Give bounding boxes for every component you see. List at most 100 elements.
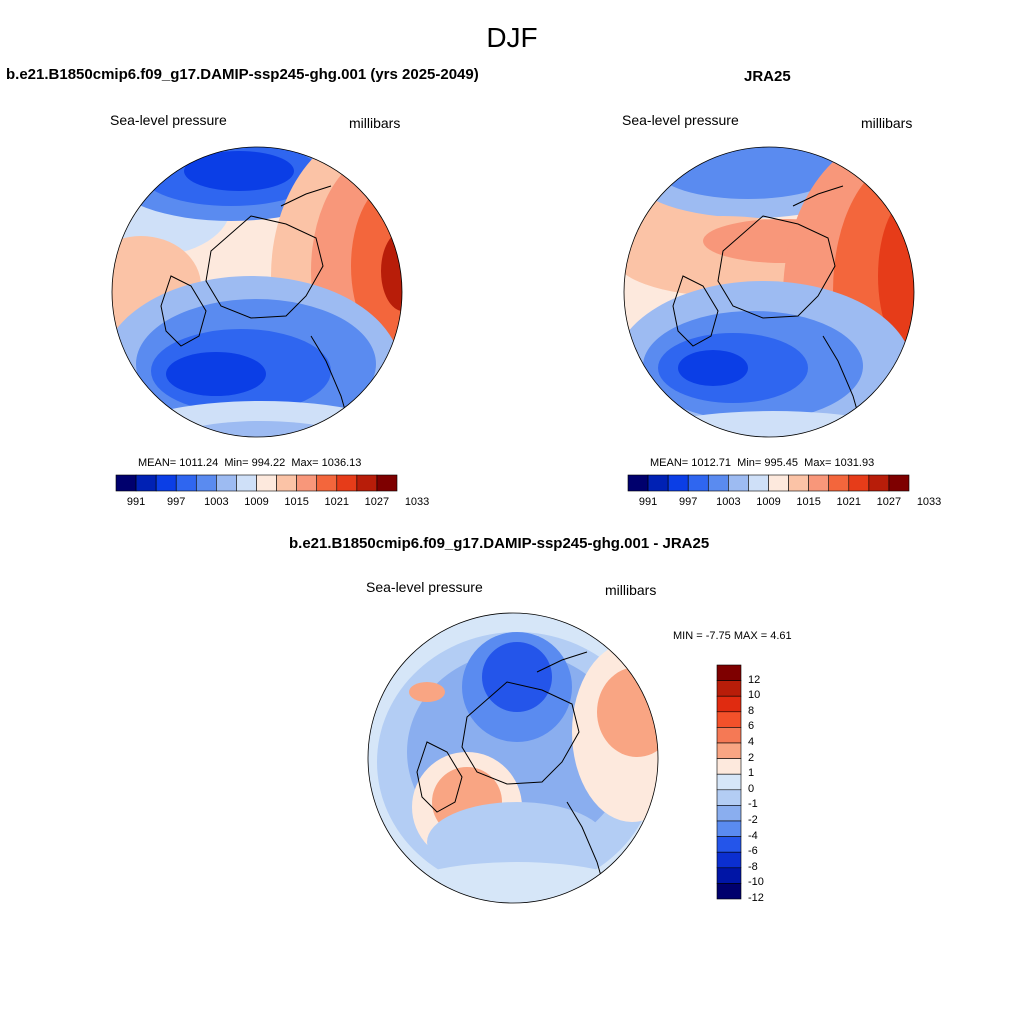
- panel3-variable-label: Sea-level pressure: [366, 579, 483, 595]
- panel3-title: b.e21.B1850cmip6.f09_g17.DAMIP-ssp245-gh…: [289, 535, 710, 552]
- panel2-units-label: millibars: [861, 115, 913, 131]
- panel2-colorbar-box: [667, 474, 689, 492]
- panel2-colorbar-box: [647, 474, 669, 492]
- panel3-colorbar-box: [716, 742, 742, 759]
- panel1-colorbar-tick-label: 1021: [324, 496, 350, 508]
- panel3-colorbar-tick-label: -1: [748, 798, 758, 811]
- panel3-colorbar-tick-label: -12: [748, 892, 764, 904]
- panel1-colorbar-tick-label: 997: [167, 496, 186, 508]
- panel1-max-label: Max=: [291, 457, 319, 469]
- panel1-colorbar-box: [135, 474, 157, 492]
- panel3-colorbar-tick-label: -2: [748, 814, 758, 826]
- panel2-colorbar-box: [828, 474, 850, 492]
- panel2-colorbar: [627, 474, 910, 492]
- panel1-min-label: Min=: [224, 457, 249, 469]
- panel2-colorbar-box: [728, 474, 749, 492]
- panel1-mean-value: 1011.24: [179, 457, 219, 469]
- panel3-colorbar-box: [716, 883, 742, 900]
- panel3-colorbar-tick-label: 8: [748, 704, 755, 717]
- panel3-colorbar-box: [716, 805, 742, 822]
- panel1-colorbar-box: [216, 474, 237, 492]
- panel1-colorbar-tick-label: 1009: [244, 496, 269, 508]
- panel2-colorbar-box: [808, 474, 830, 492]
- panel3-colorbar-tick-label: -4: [748, 829, 758, 842]
- main-title: DJF: [486, 22, 538, 53]
- panel2-colorbar-box: [748, 474, 769, 492]
- panel1-units-label: millibars: [349, 115, 401, 131]
- panel1-colorbar-box: [195, 474, 217, 492]
- panel1-colorbar-box: [356, 474, 378, 492]
- panel3-colorbar-box: [716, 695, 742, 713]
- panel2-colorbar-box: [627, 474, 649, 492]
- panel3-colorbar-box: [716, 836, 742, 853]
- panel2-colorbar-box: [788, 474, 809, 492]
- panel1-colorbar-box: [296, 474, 318, 492]
- panel2-colorbar-tick-label: 1033: [916, 496, 942, 508]
- panel3-colorbar-box: [716, 773, 742, 791]
- panel1-colorbar-tick-label: 1027: [364, 496, 390, 508]
- panel2-colorbar-box: [768, 474, 789, 492]
- panel1-colorbar: [115, 474, 398, 492]
- panel1-variable-label: Sea-level pressure: [110, 112, 227, 128]
- panel2-polar-map: [623, 146, 915, 438]
- panel1-colorbar-box: [175, 474, 197, 492]
- panel1-polar-map: [111, 146, 403, 438]
- panel2-colorbar-tick-label: 997: [679, 496, 698, 508]
- panel3-colorbar-box: [716, 664, 742, 681]
- panel2-colorbar-tick-label: 991: [638, 496, 658, 508]
- panel1-max-value: 1036.13: [321, 457, 362, 469]
- panel3-polar-map: [367, 612, 659, 904]
- panel1-mean-label: MEAN=: [138, 457, 177, 469]
- panel2-colorbar-box: [707, 474, 729, 492]
- panel2-mean-label: MEAN=: [650, 457, 689, 469]
- panel1-colorbar-box: [236, 474, 257, 492]
- panel2-colorbar-tick-label: 1009: [756, 496, 781, 508]
- panel3-colorbar-box: [716, 867, 742, 884]
- panel3-colorbar-box: [716, 758, 742, 775]
- panel1-colorbar-tick-label: 1015: [284, 496, 309, 508]
- panel1-colorbar-tick-label: 1033: [404, 496, 430, 508]
- panel1-colorbar-box: [256, 474, 277, 492]
- panel3-minmax-text: MIN = -7.75 MAX = 4.61: [673, 630, 792, 642]
- panel1-colorbar-box: [376, 474, 398, 492]
- panel3-colorbar-box: [716, 789, 742, 806]
- panel3-colorbar-tick-label: 4: [748, 736, 755, 748]
- panel3-colorbar-tick-label: -10: [748, 876, 764, 889]
- panel2-statistics: MEAN= 1012.71 Min= 995.45 Max= 1031.93: [650, 457, 874, 469]
- panel3-colorbar-tick-label: 0: [748, 782, 755, 795]
- panel1-colorbar-box: [155, 474, 177, 492]
- panel2-title: JRA25: [744, 68, 791, 85]
- panel3-colorbar-tick-label: 10: [748, 689, 761, 702]
- panel3-colorbar-tick-label: -6: [748, 845, 758, 858]
- panel2-colorbar-box: [848, 474, 870, 492]
- panel2-colorbar-box: [868, 474, 890, 492]
- panel1-colorbar-box: [115, 474, 137, 492]
- panel1-colorbar-box: [276, 474, 297, 492]
- panel1-colorbar-tick-label: 1003: [204, 496, 229, 508]
- panel1-min-value: 994.22: [251, 457, 286, 469]
- panel3-colorbar-box: [716, 711, 742, 728]
- panel2-colorbar-box: [888, 474, 910, 492]
- panel1-title: b.e21.B1850cmip6.f09_g17.DAMIP-ssp245-gh…: [6, 66, 479, 83]
- panel1-colorbar-tick-label: 991: [126, 496, 146, 508]
- panel1-colorbar-box: [336, 474, 358, 492]
- panel3-colorbar-box: [716, 680, 742, 697]
- panel2-colorbar-box: [687, 474, 709, 492]
- panel2-max-value: 1031.93: [834, 457, 875, 469]
- panel2-colorbar-tick-label: 1015: [796, 496, 821, 508]
- panel3-colorbar-box: [716, 851, 742, 869]
- panel2-colorbar-tick-label: 1027: [876, 496, 902, 508]
- panel2-max-label: Max=: [804, 457, 832, 469]
- panel2-colorbar-tick-label: 1003: [716, 496, 741, 508]
- panel1-statistics: MEAN= 1011.24 Min= 994.22 Max= 1036.13: [138, 457, 361, 469]
- panel2-min-value: 995.45: [764, 457, 799, 469]
- panel3-colorbar-tick-label: 1: [748, 767, 755, 780]
- panel3-colorbar-box: [716, 820, 742, 837]
- panel3-colorbar-box: [716, 727, 742, 744]
- panel1-colorbar-box: [316, 474, 338, 492]
- panel3-colorbar: [716, 664, 742, 900]
- panel3-colorbar-tick-label: 6: [748, 720, 755, 733]
- panel2-mean-value: 1012.71: [691, 457, 732, 469]
- panel3-units-label: millibars: [605, 582, 657, 598]
- panel3-colorbar-tick-label: 12: [748, 673, 761, 686]
